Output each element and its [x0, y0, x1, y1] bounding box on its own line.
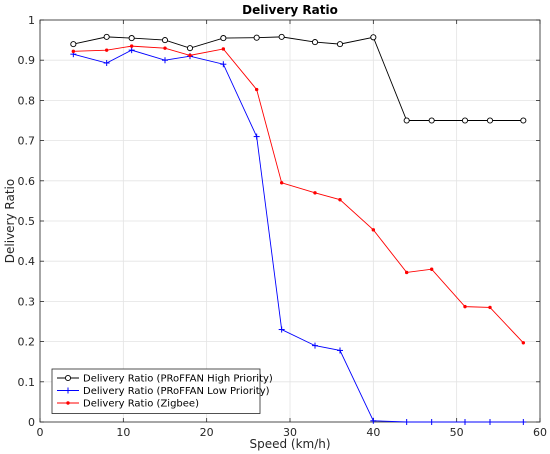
y-tick-label: 0.4 — [18, 255, 36, 268]
x-tick-label: 10 — [116, 426, 130, 439]
data-point-s2-9 — [338, 197, 342, 202]
data-point-s2-11 — [404, 270, 409, 275]
data-point-s2-10 — [371, 228, 376, 232]
x-tick-label: 30 — [283, 426, 297, 439]
y-tick-label: 0 — [28, 416, 35, 429]
data-point-s0-4 — [186, 45, 194, 52]
x-tick-label: 0 — [37, 426, 44, 439]
data-point-s0-12 — [428, 117, 435, 124]
data-point-s2-5 — [221, 47, 226, 51]
data-point-s2-14 — [488, 305, 492, 310]
data-point-s0-3 — [161, 37, 169, 44]
data-point-s1-6 — [253, 133, 260, 140]
legend-swatch-marker-0 — [64, 374, 72, 382]
data-point-s2-6 — [254, 87, 259, 92]
data-point-s2-12 — [429, 267, 434, 271]
data-point-s2-7 — [279, 181, 284, 185]
legend-label-0: Delivery Ratio (PRoFFAN High Priority) — [83, 374, 273, 385]
data-point-s1-1 — [103, 60, 110, 67]
data-point-s1-9 — [337, 347, 343, 354]
data-point-s0-13 — [461, 117, 469, 124]
x-tick-label: 40 — [366, 426, 380, 439]
data-point-s0-6 — [253, 34, 260, 41]
y-tick-label: 0.2 — [18, 336, 36, 349]
legend-swatch-marker-1 — [65, 387, 71, 394]
y-tick-label: 0.9 — [18, 54, 36, 67]
x-tick-label: 20 — [200, 426, 214, 439]
y-tick-label: 0.3 — [18, 295, 36, 308]
data-point-s2-0 — [71, 49, 76, 54]
data-point-s1-3 — [162, 57, 168, 64]
data-point-s2-8 — [313, 191, 317, 195]
legend-entry-1: Delivery Ratio (PRoFFAN Low Priority) — [57, 386, 270, 397]
series-group — [70, 33, 527, 425]
data-point-s1-12 — [428, 419, 435, 425]
legend-label-2: Delivery Ratio (Zigbee) — [83, 399, 199, 410]
series-line-2 — [73, 45, 524, 344]
data-point-s0-9 — [336, 41, 344, 48]
data-point-s2-1 — [104, 48, 109, 52]
data-point-s1-2 — [128, 47, 135, 54]
chart-title: Delivery Ratio — [242, 3, 338, 17]
data-point-s0-10 — [370, 34, 377, 41]
series-0 — [70, 33, 527, 124]
legend-swatch-marker-2 — [66, 401, 70, 405]
legend-box — [51, 368, 261, 414]
data-point-s2-15 — [521, 341, 526, 345]
y-tick-label: 0.1 — [18, 376, 36, 389]
axis-ticks: 0 10 20 30 40 50 60 0 0.1 0.2 0.3 0.4 0.5 0.6 0.7 0.8 0.… — [18, 14, 548, 439]
data-point-s1-10 — [370, 417, 377, 424]
data-point-s2-3 — [163, 46, 167, 50]
data-point-s1-14 — [487, 419, 493, 425]
data-point-s0-8 — [311, 39, 319, 46]
data-point-s1-13 — [462, 419, 468, 425]
series-2 — [71, 44, 526, 345]
data-point-s2-13 — [463, 304, 467, 309]
data-point-s1-7 — [278, 326, 285, 333]
legend: Delivery Ratio (PRoFFAN High Priority)De… — [51, 368, 273, 414]
x-axis-label: Speed (km/h) — [249, 437, 330, 451]
y-tick-label: 0.6 — [18, 175, 36, 188]
data-point-s0-14 — [486, 117, 494, 124]
data-point-s2-2 — [129, 44, 134, 48]
y-tick-label: 1 — [28, 14, 35, 27]
data-point-s0-5 — [220, 35, 227, 42]
x-tick-label: 60 — [533, 426, 547, 439]
legend-entry-0: Delivery Ratio (PRoFFAN High Priority) — [57, 374, 273, 385]
series-line-0 — [73, 36, 524, 121]
data-point-s1-5 — [220, 61, 227, 68]
x-tick-label: 50 — [450, 426, 464, 439]
data-point-s1-11 — [403, 419, 410, 425]
data-point-s0-1 — [103, 33, 110, 40]
data-point-s0-2 — [128, 35, 135, 42]
y-tick-label: 0.7 — [18, 135, 36, 148]
y-tick-label: 0.5 — [18, 215, 36, 228]
data-point-s0-11 — [403, 117, 410, 124]
data-point-s2-4 — [188, 53, 192, 58]
data-point-s0-0 — [70, 41, 77, 48]
legend-entry-2: Delivery Ratio (Zigbee) — [57, 399, 199, 410]
y-tick-label: 0.8 — [18, 94, 36, 107]
legend-label-1: Delivery Ratio (PRoFFAN Low Priority) — [83, 386, 270, 397]
data-point-s1-8 — [312, 342, 318, 349]
data-point-s0-7 — [278, 33, 285, 40]
series-line-1 — [73, 49, 524, 423]
data-point-s1-15 — [520, 419, 527, 425]
data-point-s0-15 — [520, 117, 527, 124]
y-axis-label: Delivery Ratio — [3, 179, 17, 263]
